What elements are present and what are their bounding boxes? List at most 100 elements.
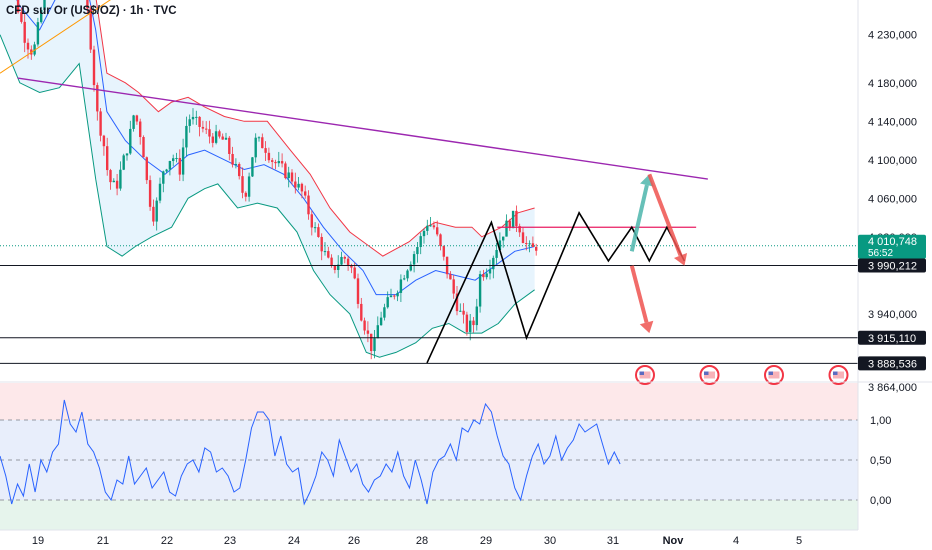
candle-bull	[416, 247, 419, 255]
candle-bull	[162, 171, 165, 184]
candle-bull	[389, 295, 393, 298]
rsi-tick-label: 1,00	[870, 415, 891, 427]
candle-bear	[139, 121, 142, 138]
candle-bull	[429, 225, 432, 227]
candle-bear	[142, 137, 145, 158]
us-flag-icon-canton	[833, 371, 838, 375]
projection-arrow-head-2	[673, 252, 688, 266]
price-tick-label: 4 140,000	[868, 116, 917, 128]
candle-bear	[86, 0, 89, 9]
us-flag-icon-canton	[768, 371, 773, 375]
rsi-panel	[0, 399, 858, 506]
candle-bear	[106, 146, 109, 171]
bollinger-bands	[0, 0, 535, 358]
candle-bear	[267, 152, 271, 161]
us-flag-icon-canton	[639, 371, 644, 375]
candle-bull	[379, 317, 383, 326]
candle-bear	[330, 257, 333, 266]
price-axis-background	[858, 0, 932, 550]
time-tick-label: 28	[416, 535, 428, 547]
us-flag-icon-stripes	[704, 371, 715, 379]
candle-bear	[343, 256, 346, 259]
candle-bear	[333, 265, 337, 270]
candle-bull	[132, 115, 135, 129]
candle-bear	[307, 195, 310, 215]
candle-bear	[231, 153, 234, 165]
price-tick-label: 4 100,000	[868, 155, 917, 167]
candle-bear	[238, 163, 241, 177]
candle-bull	[36, 22, 40, 45]
price-tick-label: 4 060,000	[868, 193, 917, 205]
candle-bear	[205, 128, 208, 130]
candle-bull	[409, 264, 412, 271]
candle-bull	[122, 155, 125, 170]
support-badge-value-2: 3 915,110	[868, 333, 916, 345]
candle-bear	[356, 278, 360, 304]
candle-bull	[485, 273, 488, 278]
candle-bear	[109, 170, 112, 183]
current-price-badge-value: 4 010,748	[868, 236, 917, 248]
us-flag-icon-stripes	[833, 371, 844, 379]
candle-bear	[96, 85, 99, 112]
candle-bear	[264, 148, 267, 153]
bollinger-lower-line	[0, 34, 535, 358]
candle-bear	[300, 183, 304, 192]
orange-trendline	[0, 0, 111, 74]
time-tick-label: 23	[224, 535, 236, 547]
candle-bull	[129, 128, 132, 154]
candle-bull	[383, 307, 386, 318]
candle-bull	[185, 125, 188, 148]
time-tick-label: 26	[348, 535, 360, 547]
time-tick-label: 5	[796, 535, 802, 547]
candle-bear	[515, 210, 518, 227]
support-badge-3	[858, 356, 926, 371]
price-tick-label: 3 864,000	[868, 382, 917, 394]
time-tick-label: 4	[733, 535, 739, 547]
candle-bull	[478, 274, 482, 307]
candle-bear	[366, 330, 370, 334]
rsi-tick-label: 0,50	[870, 455, 891, 467]
candle-bull	[373, 338, 376, 352]
candle-bull	[475, 306, 478, 326]
candle-bull	[40, 10, 43, 23]
candle-bear	[442, 246, 445, 257]
candle-bull	[277, 161, 280, 164]
time-tick-label: 24	[288, 535, 300, 547]
candle-bear	[221, 136, 224, 140]
candle-bull	[214, 131, 218, 143]
bollinger-basis-line	[16, 0, 535, 296]
candle-bull	[492, 257, 495, 270]
candle-bear	[370, 333, 373, 352]
candle-bull	[403, 278, 406, 280]
candle-bear	[20, 12, 23, 22]
candle-bull	[511, 210, 515, 229]
time-tick-label: 29	[480, 535, 492, 547]
candle-bull	[247, 176, 251, 197]
candle-bull	[251, 157, 254, 177]
candle-bear	[92, 49, 96, 86]
candle-bear	[26, 42, 30, 50]
support-badge-1	[858, 258, 926, 273]
candle-bear	[436, 227, 439, 235]
candle-bull	[528, 243, 531, 245]
current-price-badge	[858, 234, 926, 259]
time-tick-label: 30	[544, 535, 556, 547]
candle-bear	[432, 225, 436, 228]
rsi-oversold-zone	[0, 500, 858, 530]
candle-bull	[313, 227, 317, 229]
candle-bull	[188, 119, 191, 126]
candle-bear	[228, 137, 231, 154]
candle-bear	[102, 135, 106, 147]
candle-bull	[172, 158, 175, 162]
candle-bull	[505, 220, 508, 237]
candle-bull	[257, 137, 261, 139]
candle-bull	[412, 254, 416, 265]
candle-bull	[287, 172, 290, 179]
candle-bull	[254, 137, 257, 158]
candle-bull	[158, 183, 162, 201]
candle-bull	[119, 169, 122, 189]
candle-bull	[234, 163, 238, 165]
candle-bull	[323, 251, 327, 253]
candle-bear	[218, 131, 221, 137]
